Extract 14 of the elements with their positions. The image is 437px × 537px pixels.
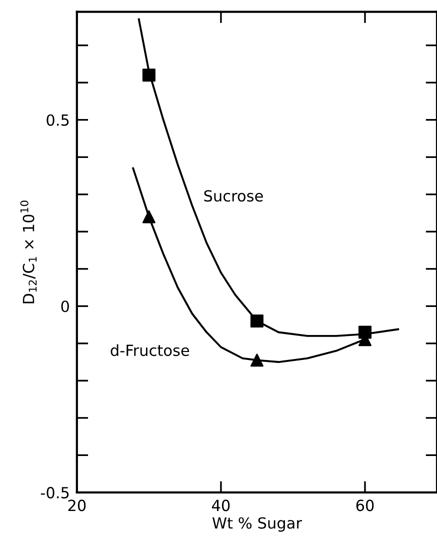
- y-tick-label: 0: [61, 300, 69, 312]
- x-tick-label: 60: [356, 500, 374, 512]
- point: [250, 314, 264, 328]
- x-tick-label: 40: [212, 500, 230, 512]
- y-tick-label: 0.5: [46, 114, 69, 126]
- series-label: d-Fructose: [110, 344, 190, 356]
- point: [142, 210, 156, 224]
- y-tick-label: -0.5: [40, 486, 69, 498]
- series-label: Sucrose: [204, 190, 263, 202]
- point: [142, 68, 156, 82]
- x-tick-label: 20: [68, 500, 86, 512]
- x-axis-title: Wt % Sugar: [212, 517, 302, 532]
- point: [250, 354, 264, 367]
- y-axis-title: D$_{12}$/C$_{1}$ × 10$^{10}$: [20, 200, 37, 304]
